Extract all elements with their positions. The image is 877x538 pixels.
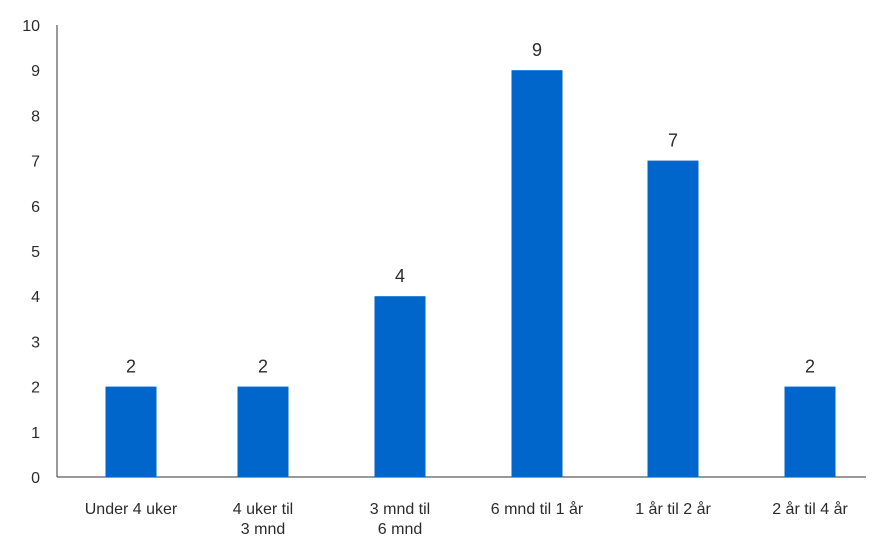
bar-value-label: 4: [395, 266, 405, 286]
bar-series: [105, 70, 836, 477]
x-category-label-line: 3 mnd: [241, 521, 285, 538]
y-tick-label: 4: [31, 289, 40, 306]
x-category-label: 3 mnd til 6 mnd: [370, 501, 430, 538]
x-category-label-line: 3 mnd til: [370, 501, 430, 518]
data-labels: 2 2 4 9 7 2: [126, 40, 815, 376]
bar-value-label: 2: [126, 357, 136, 377]
x-category-label: Under 4 uker: [85, 501, 178, 518]
x-category-label-line: 1 år til 2 år: [635, 500, 711, 518]
y-tick-label: 9: [31, 63, 40, 80]
bar: [374, 296, 426, 477]
x-category-label-line: 4 uker til: [233, 501, 293, 518]
x-category-label: 2 år til 4 år: [772, 500, 848, 518]
y-axis-ticks: 0 1 2 3 4 5 6 7 8 9 10: [22, 18, 40, 487]
x-category-label: 4 uker til 3 mnd: [233, 501, 293, 538]
x-category-label: 6 mnd til 1 år: [491, 500, 584, 518]
bar: [237, 386, 289, 477]
x-category-label: 1 år til 2 år: [635, 500, 711, 518]
x-category-label-line: 2 år til 4 år: [772, 500, 848, 518]
bar-value-label: 7: [668, 131, 678, 151]
y-tick-label: 6: [31, 199, 40, 216]
x-axis-labels: Under 4 uker 4 uker til 3 mnd 3 mnd til 6 mn…: [85, 500, 849, 538]
bar: [511, 70, 563, 477]
y-tick-label: 10: [22, 18, 40, 35]
y-tick-label: 1: [31, 425, 40, 442]
x-category-label-line: 6 mnd: [378, 521, 422, 538]
y-tick-label: 0: [31, 470, 40, 487]
bar-value-label: 9: [532, 40, 542, 60]
y-tick-label: 5: [31, 244, 40, 261]
x-category-label-line: Under 4 uker: [85, 501, 178, 518]
bar: [105, 386, 157, 477]
bar-value-label: 2: [805, 357, 815, 377]
y-tick-label: 8: [31, 108, 40, 125]
bar-value-label: 2: [258, 357, 268, 377]
bar: [784, 386, 836, 477]
bar: [647, 160, 699, 477]
x-category-label-line: 6 mnd til 1 år: [491, 500, 584, 518]
y-tick-label: 3: [31, 334, 40, 351]
y-tick-label: 7: [31, 154, 40, 171]
y-tick-label: 2: [31, 380, 40, 397]
